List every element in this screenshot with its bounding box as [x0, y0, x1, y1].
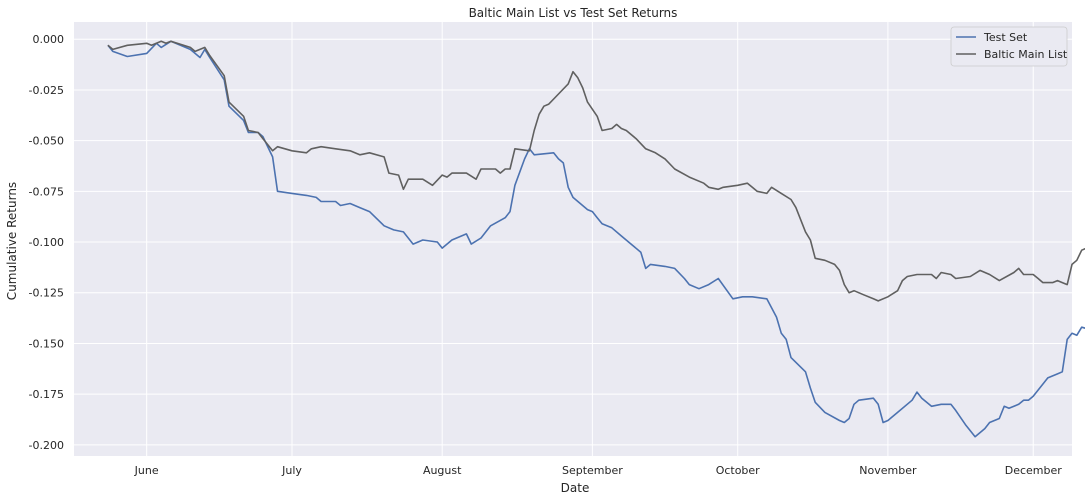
plot-background — [74, 22, 1072, 456]
x-tick-label-6: December — [1005, 464, 1063, 477]
x-tick-labels: June July August September October November De… — [134, 464, 1063, 477]
legend-label-test-set: Test Set — [983, 31, 1028, 44]
y-tick-label-4: -0.100 — [29, 236, 64, 249]
y-tick-label-0: 0.000 — [33, 33, 65, 46]
x-tick-label-2: August — [423, 464, 462, 477]
x-tick-label-1: July — [281, 464, 302, 477]
series-layer — [107, 40, 1085, 438]
series-line-test-set — [107, 40, 1085, 438]
y-tick-labels: 0.000 -0.025 -0.050 -0.075 -0.100 -0.125 -0.15… — [29, 33, 64, 452]
x-tick-label-4: October — [716, 464, 760, 477]
x-tick-label-0: June — [134, 464, 159, 477]
y-tick-label-2: -0.050 — [29, 135, 64, 148]
x-tick-label-3: September — [562, 464, 623, 477]
y-tick-label-1: -0.025 — [29, 84, 64, 97]
x-gridlines — [146, 22, 1034, 456]
y-tick-label-6: -0.150 — [29, 337, 64, 350]
legend-box — [950, 26, 1068, 67]
y-tick-label-5: -0.125 — [29, 287, 64, 300]
y-tick-label-7: -0.175 — [29, 388, 64, 401]
x-axis-label: Date — [561, 481, 590, 495]
legend-label-baltic-main-list: Baltic Main List — [984, 48, 1068, 61]
y-tick-label-8: -0.200 — [29, 439, 64, 452]
legend: Test Set Baltic Main List — [950, 26, 1068, 67]
y-tick-label-3: -0.075 — [29, 185, 64, 198]
chart-title: Baltic Main List vs Test Set Returns — [469, 6, 678, 20]
series-line-baltic-main-list — [107, 40, 1085, 302]
x-tick-label-5: November — [859, 464, 917, 477]
y-gridlines — [74, 38, 1072, 446]
y-axis-label: Cumulative Returns — [5, 182, 19, 300]
